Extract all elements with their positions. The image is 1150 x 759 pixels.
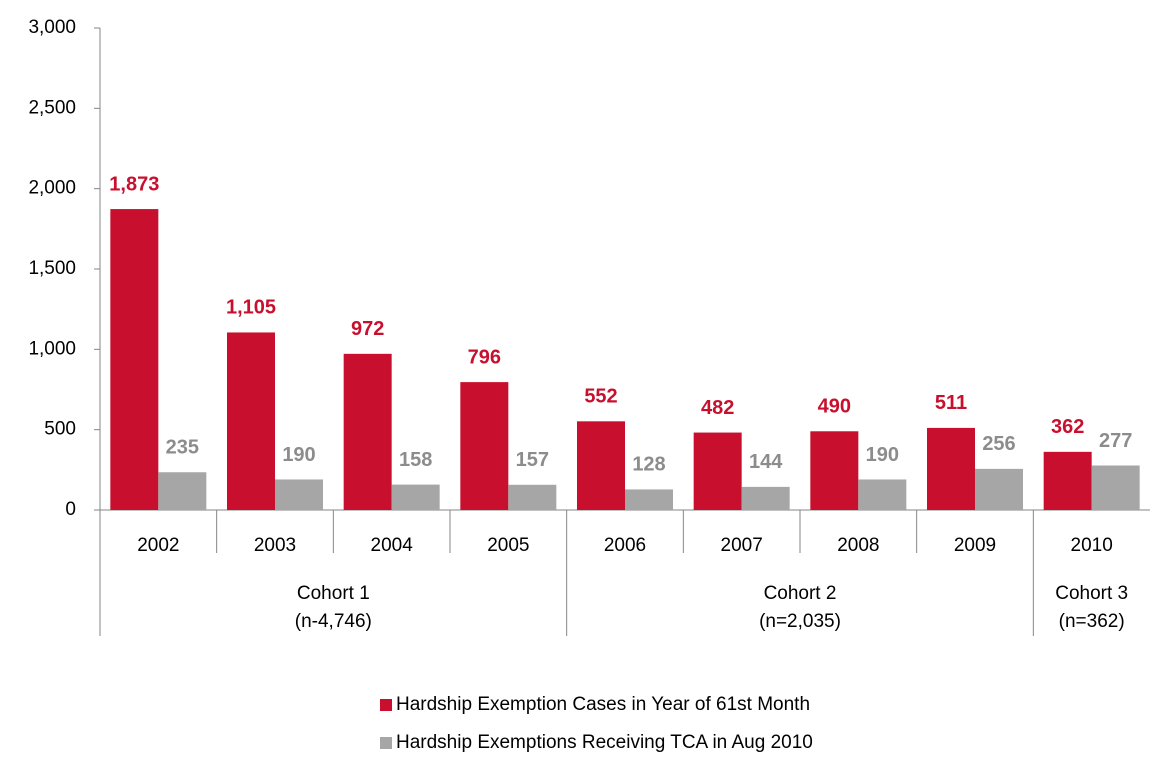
legend-swatch bbox=[380, 737, 392, 749]
data-label: 158 bbox=[399, 449, 432, 471]
group-sublabel: (n=2,035) bbox=[759, 611, 841, 632]
group-label: Cohort 1 bbox=[297, 583, 370, 604]
legend-label: Hardship Exemptions Receiving TCA in Aug… bbox=[396, 732, 813, 753]
data-label: 1,873 bbox=[109, 173, 159, 195]
y-tick-label: 1,000 bbox=[28, 338, 76, 359]
y-tick-label: 2,500 bbox=[28, 97, 76, 118]
x-tick-label: 2008 bbox=[837, 535, 879, 556]
x-tick-label: 2002 bbox=[137, 535, 179, 556]
bar bbox=[110, 209, 159, 510]
bar bbox=[741, 486, 790, 510]
data-label: 362 bbox=[1051, 416, 1084, 438]
bar bbox=[227, 332, 275, 510]
data-label: 235 bbox=[166, 437, 199, 459]
data-label: 190 bbox=[866, 444, 899, 466]
group-sublabel: (n-4,746) bbox=[295, 611, 372, 632]
y-tick-label: 1,500 bbox=[28, 258, 76, 279]
y-tick-label: 2,000 bbox=[28, 178, 76, 199]
legend-label: Hardship Exemption Cases in Year of 61st… bbox=[396, 694, 810, 715]
data-label: 144 bbox=[749, 451, 783, 473]
x-tick-label: 2007 bbox=[721, 535, 763, 556]
bar bbox=[927, 427, 975, 510]
bar bbox=[810, 431, 859, 510]
bar bbox=[275, 479, 323, 510]
x-tick-label: 2004 bbox=[371, 535, 414, 556]
bar bbox=[1091, 465, 1140, 510]
group-sublabel: (n=362) bbox=[1059, 611, 1125, 632]
group-label: Cohort 2 bbox=[764, 583, 837, 604]
data-label: 490 bbox=[818, 396, 851, 418]
data-label: 128 bbox=[632, 454, 665, 476]
bar bbox=[858, 479, 907, 510]
bar bbox=[158, 472, 207, 510]
group-label: Cohort 3 bbox=[1055, 583, 1128, 604]
bar bbox=[625, 489, 673, 510]
bar bbox=[1043, 451, 1092, 510]
bar bbox=[391, 484, 440, 510]
bar bbox=[975, 468, 1023, 510]
bar bbox=[577, 421, 625, 510]
legend-swatch bbox=[380, 699, 392, 711]
data-label: 972 bbox=[351, 318, 384, 340]
data-label: 552 bbox=[584, 386, 617, 408]
x-tick-label: 2009 bbox=[954, 535, 996, 556]
data-label: 482 bbox=[701, 397, 734, 419]
bar bbox=[508, 484, 557, 510]
bar bbox=[693, 432, 742, 510]
x-tick-label: 2006 bbox=[604, 535, 646, 556]
x-tick-label: 2010 bbox=[1071, 535, 1113, 556]
data-label: 256 bbox=[982, 433, 1015, 455]
data-label: 277 bbox=[1099, 430, 1132, 452]
x-tick-label: 2005 bbox=[487, 535, 529, 556]
data-label: 1,105 bbox=[226, 297, 276, 319]
y-tick-label: 500 bbox=[44, 419, 76, 440]
bar bbox=[460, 382, 509, 510]
data-label: 157 bbox=[516, 449, 549, 471]
x-tick-label: 2003 bbox=[254, 535, 296, 556]
bar bbox=[343, 353, 392, 510]
data-label: 190 bbox=[282, 444, 315, 466]
data-label: 511 bbox=[935, 392, 967, 414]
data-label: 796 bbox=[468, 346, 501, 368]
y-tick-label: 0 bbox=[65, 499, 76, 520]
y-tick-label: 3,000 bbox=[28, 17, 76, 38]
